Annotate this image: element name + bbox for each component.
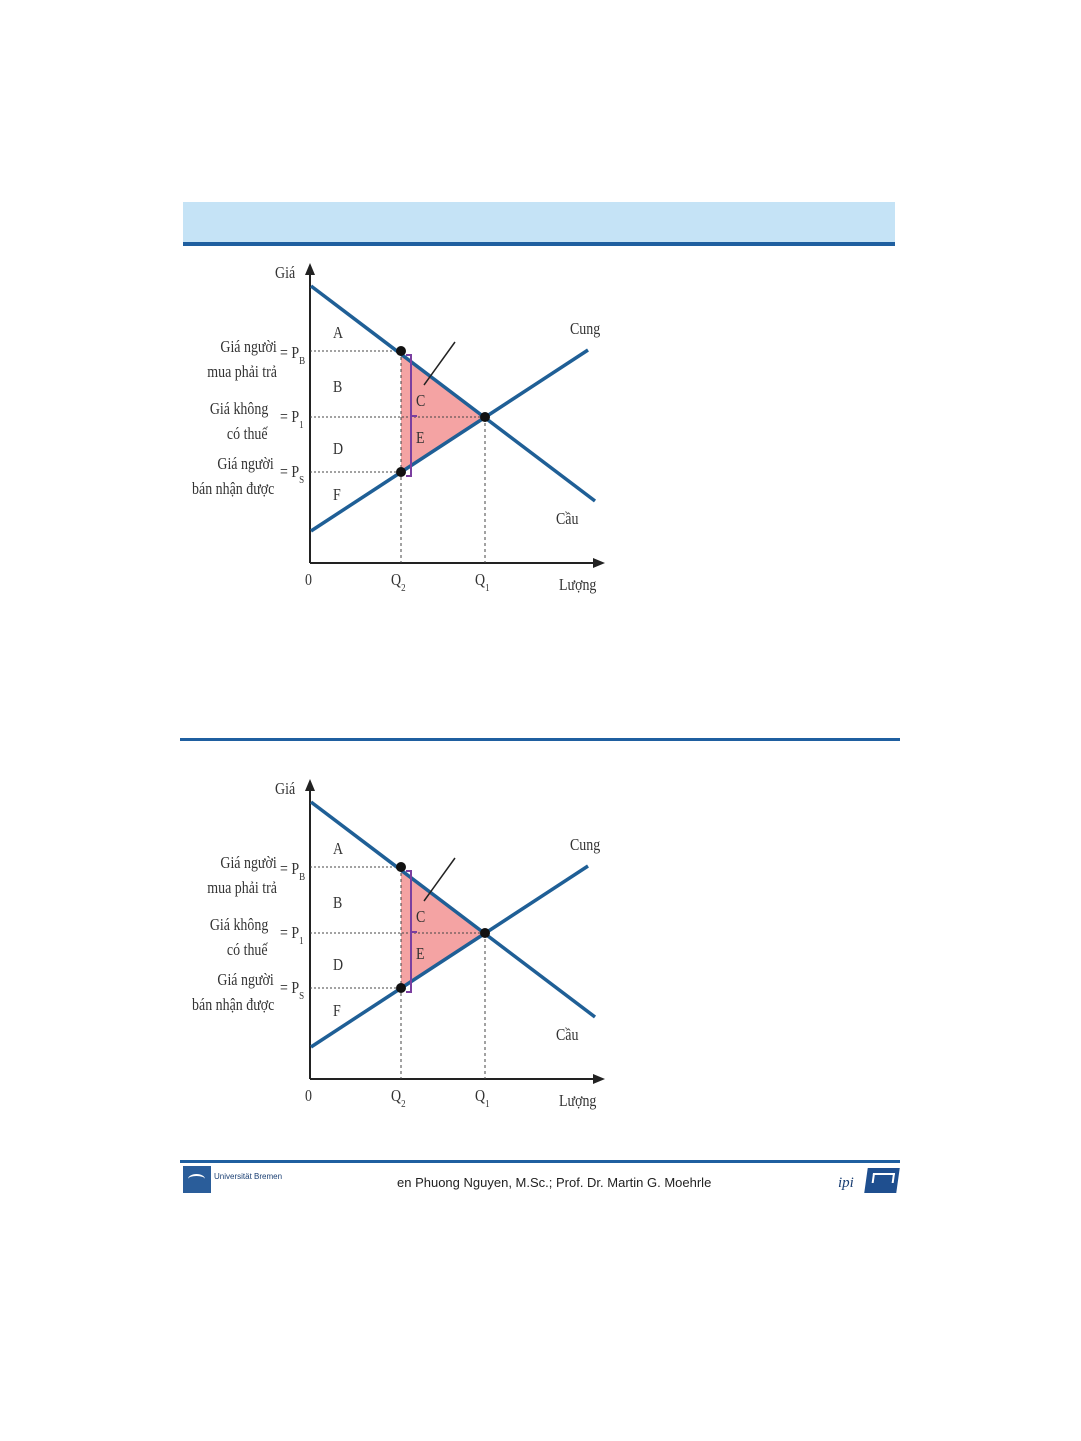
- y-axis-arrow: [305, 779, 315, 791]
- buyer-point: [396, 346, 406, 356]
- supply-label: Cung: [570, 319, 601, 338]
- area-e-label: E: [416, 944, 425, 963]
- area-b-label: B: [333, 377, 343, 396]
- seller-price-line2: bán nhận được: [191, 479, 274, 498]
- area-f-label: F: [333, 1001, 341, 1020]
- title-band: [183, 202, 895, 244]
- demand-curve: [309, 800, 597, 1019]
- supply-label: Cung: [570, 835, 601, 854]
- seller-price-line1: Giá người: [217, 454, 274, 473]
- q2-label: Q2: [391, 570, 406, 595]
- area-a-label: A: [333, 839, 344, 858]
- deadweight-loss-triangle: [401, 869, 485, 987]
- buyer-price-symbol: = PB: [280, 343, 306, 368]
- demand-label: Cầu: [556, 1025, 579, 1044]
- y-axis-label: Giá: [275, 779, 296, 798]
- tax-diagram-2: Giá Cung Cầu 0 Lượng Q2 Q1 A B C D E F G…: [170, 774, 630, 1134]
- q2-label: Q2: [391, 1086, 406, 1111]
- footer-rule: [180, 1160, 900, 1163]
- x-axis-label: Lượng: [559, 575, 597, 594]
- buyer-price-line2: mua phải trả: [207, 878, 277, 897]
- buyer-price-line1: Giá người: [220, 853, 277, 872]
- title-rule: [183, 242, 895, 246]
- institute-logo: ipi: [838, 1165, 902, 1195]
- tax-diagram-1: Giá Cung Cầu 0 Lượng Q2 Q1 A B C D E F G…: [170, 258, 630, 618]
- area-c-label: C: [416, 907, 426, 926]
- equilibrium-point: [480, 412, 490, 422]
- demand-curve: [309, 284, 597, 503]
- pointer-line: [423, 857, 456, 902]
- equilibrium-point: [480, 928, 490, 938]
- tax-bracket: [406, 870, 417, 993]
- buyer-price-line1: Giá người: [220, 337, 277, 356]
- origin-label: 0: [305, 570, 312, 589]
- q1-label: Q1: [475, 1086, 490, 1111]
- pointer-line: [423, 341, 456, 386]
- notax-price-symbol: = P1: [280, 923, 304, 948]
- y-axis-arrow: [305, 263, 315, 275]
- notax-price-symbol: = P1: [280, 407, 304, 432]
- institute-mark: ipi: [838, 1175, 854, 1191]
- seller-price-line2: bán nhận được: [191, 995, 274, 1014]
- diagram-graphic: [305, 263, 605, 568]
- area-f-label: F: [333, 485, 341, 504]
- section-rule: [180, 738, 900, 741]
- diagram-graphic: [305, 779, 605, 1084]
- x-axis-label: Lượng: [559, 1091, 597, 1110]
- area-d-label: D: [333, 955, 344, 974]
- footer-credit: en Phuong Nguyen, M.Sc.; Prof. Dr. Marti…: [397, 1175, 712, 1190]
- notax-price-line1: Giá không: [209, 915, 268, 934]
- area-c-label: C: [416, 391, 426, 410]
- buyer-price-line2: mua phải trả: [207, 362, 277, 381]
- seller-point: [396, 467, 406, 477]
- supply-curve: [310, 864, 589, 1049]
- notax-price-line1: Giá không: [209, 399, 268, 418]
- area-b-label: B: [333, 893, 343, 912]
- area-e-label: E: [416, 428, 425, 447]
- university-name: Universität Bremen: [214, 1172, 283, 1181]
- seller-point: [396, 983, 406, 993]
- notax-price-line2: có thuế: [227, 424, 268, 443]
- demand-label: Cầu: [556, 509, 579, 528]
- x-axis-arrow: [593, 1074, 605, 1084]
- seller-price-symbol: = PS: [280, 462, 305, 487]
- university-logo: Universität Bremen: [181, 1165, 301, 1195]
- area-a-label: A: [333, 323, 344, 342]
- university-seal-icon: [183, 1166, 211, 1193]
- x-axis-arrow: [593, 558, 605, 568]
- seller-price-symbol: = PS: [280, 978, 305, 1003]
- buyer-point: [396, 862, 406, 872]
- q1-label: Q1: [475, 570, 490, 595]
- origin-label: 0: [305, 1086, 312, 1105]
- tax-bracket: [406, 354, 417, 477]
- buyer-price-symbol: = PB: [280, 859, 306, 884]
- y-axis-label: Giá: [275, 263, 296, 282]
- supply-curve: [310, 348, 589, 533]
- building-icon: [864, 1168, 900, 1193]
- deadweight-loss-triangle: [401, 353, 485, 471]
- seller-price-line1: Giá người: [217, 970, 274, 989]
- area-d-label: D: [333, 439, 344, 458]
- notax-price-line2: có thuế: [227, 940, 268, 959]
